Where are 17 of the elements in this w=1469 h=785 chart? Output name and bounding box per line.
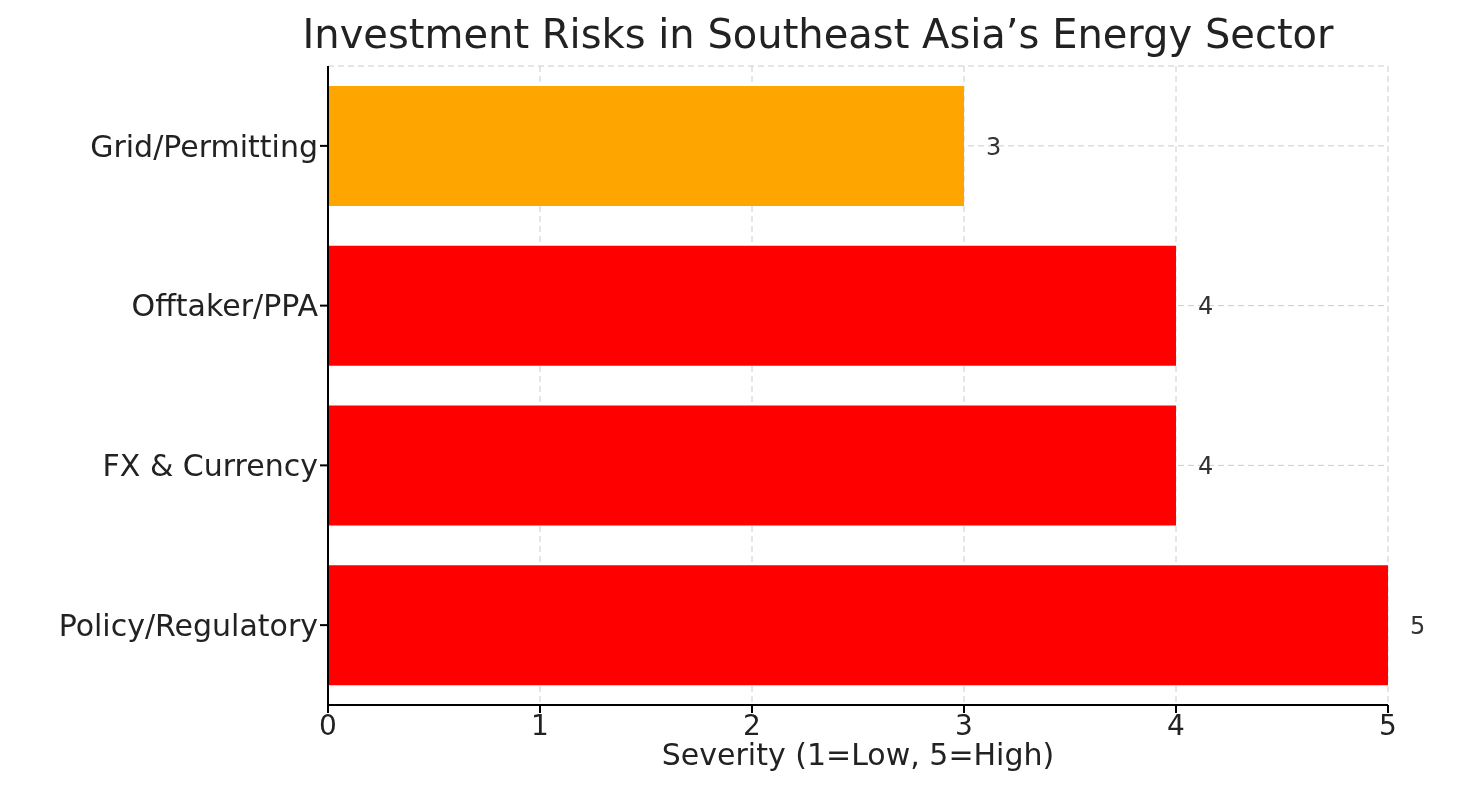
- chart-title: Investment Risks in Southeast Asia’s Energy Sector: [301, 10, 1335, 59]
- x-tick-label: 1: [531, 708, 549, 742]
- data-label: 4: [1198, 452, 1214, 481]
- x-tick-label: 5: [1379, 708, 1397, 742]
- bar: [328, 245, 1176, 366]
- y-tick-label: Offtaker/PPA: [131, 288, 319, 324]
- data-label: 4: [1198, 292, 1214, 321]
- y-tick-label: Grid/Permitting: [90, 128, 318, 164]
- bar: [328, 405, 1176, 526]
- data-label: 5: [1410, 611, 1426, 640]
- x-tick-label: 0: [319, 708, 337, 742]
- x-tick-label: 4: [1167, 708, 1185, 742]
- data-label: 3: [986, 132, 1002, 161]
- y-tick-label: Policy/Regulatory: [58, 607, 318, 643]
- y-tick-label: FX & Currency: [102, 448, 318, 484]
- bar: [328, 86, 964, 206]
- bar: [328, 565, 1388, 686]
